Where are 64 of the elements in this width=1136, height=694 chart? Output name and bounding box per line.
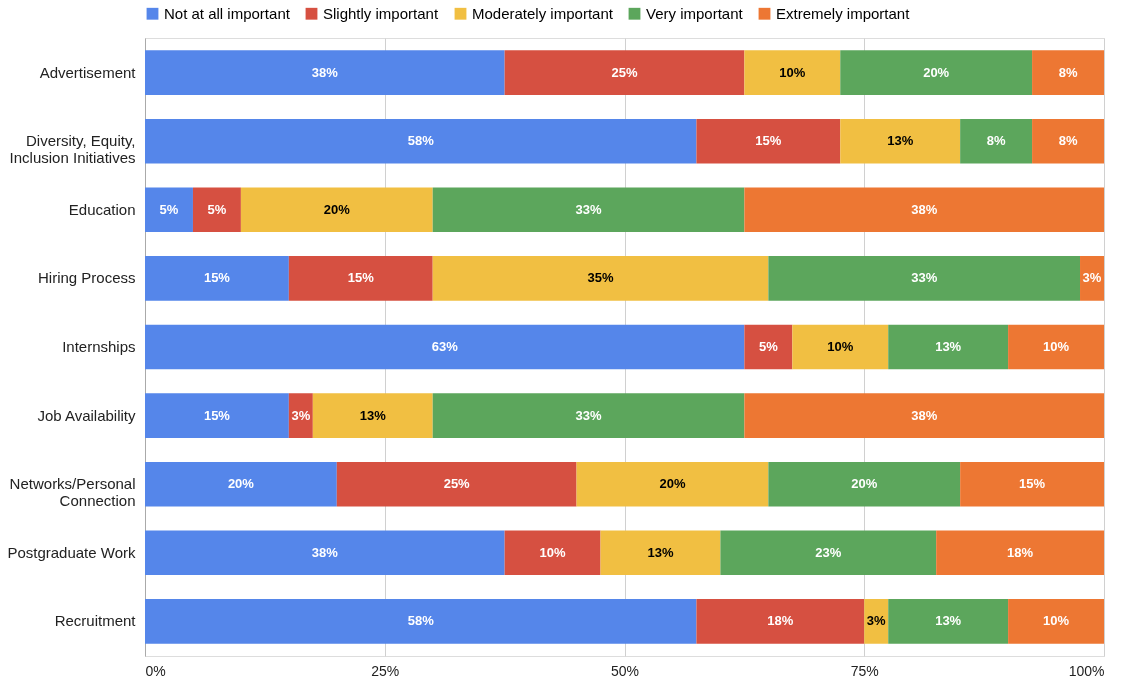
data-label: 5% xyxy=(758,339,779,354)
data-label: 63% xyxy=(431,339,459,354)
data-label: 15% xyxy=(1019,476,1046,492)
data-label: 15% xyxy=(347,270,375,286)
data-label: 20% xyxy=(659,476,686,492)
data-label: 23% xyxy=(815,544,842,560)
data-label: 20% xyxy=(227,476,255,492)
data-label: 10% xyxy=(779,64,806,80)
data-label: 8% xyxy=(1058,64,1078,80)
data-label: 58% xyxy=(407,133,435,149)
data-label: 20% xyxy=(851,476,878,492)
data-label: 18% xyxy=(1007,544,1034,560)
data-label: 8% xyxy=(1058,133,1078,149)
y-tick-label: Job Availability xyxy=(37,406,136,424)
data-label: 10% xyxy=(827,339,854,354)
data-label: 38% xyxy=(311,64,339,80)
legend-label: Not at all important xyxy=(164,4,291,22)
data-label: 38% xyxy=(911,201,938,217)
data-label: 58% xyxy=(407,613,435,629)
data-label: 33% xyxy=(575,201,602,217)
data-label: 10% xyxy=(539,544,567,560)
data-label: 13% xyxy=(935,613,962,629)
data-label: 38% xyxy=(311,544,339,560)
data-label: 10% xyxy=(1043,339,1070,354)
y-tick-label: Postgraduate Work xyxy=(7,543,136,561)
legend-label: Very important xyxy=(646,4,744,22)
y-tick-label: Internships xyxy=(62,338,136,355)
data-label: 18% xyxy=(767,613,794,629)
data-label: 35% xyxy=(587,270,614,286)
legend-label: Moderately important xyxy=(472,4,614,22)
x-tick-label: 100% xyxy=(1068,662,1105,679)
data-label: 15% xyxy=(203,407,231,423)
data-label: 5% xyxy=(207,201,227,217)
data-label: 20% xyxy=(323,201,351,217)
data-label: 13% xyxy=(647,544,674,560)
data-label: 8% xyxy=(986,133,1006,149)
y-tick-label: Advertisement xyxy=(39,63,137,81)
data-label: 38% xyxy=(911,407,938,423)
data-label: 5% xyxy=(159,201,179,217)
data-label: 3% xyxy=(866,613,887,629)
data-label: 33% xyxy=(911,270,938,286)
data-label: 33% xyxy=(575,407,602,423)
x-tick-label: 25% xyxy=(371,662,400,679)
data-label: 13% xyxy=(359,407,387,423)
data-label: 25% xyxy=(611,64,638,80)
y-tick-label: Recruitment xyxy=(54,612,137,630)
x-tick-label: 75% xyxy=(850,662,879,679)
x-tick-label: 0% xyxy=(145,662,166,679)
legend-label: Extremely important xyxy=(776,4,911,22)
y-tick-label: Hiring Process xyxy=(37,269,136,287)
y-tick-label: Education xyxy=(68,200,136,218)
x-tick-label: 50% xyxy=(610,662,640,679)
data-label: 15% xyxy=(755,133,782,149)
y-tick-label: Diversity, Equity, Inclusion Initiatives xyxy=(9,132,136,167)
data-label: 3% xyxy=(1082,270,1102,286)
y-tick-label: Networks/Personal Connection xyxy=(9,475,136,510)
data-label: 20% xyxy=(923,64,950,80)
data-label: 13% xyxy=(887,133,914,149)
data-label: 15% xyxy=(203,270,231,286)
data-label: 3% xyxy=(291,407,311,423)
data-label: 13% xyxy=(935,339,962,354)
legend-label: Slightly important xyxy=(323,4,439,22)
data-label: 10% xyxy=(1043,613,1070,629)
data-label: 25% xyxy=(443,476,471,492)
